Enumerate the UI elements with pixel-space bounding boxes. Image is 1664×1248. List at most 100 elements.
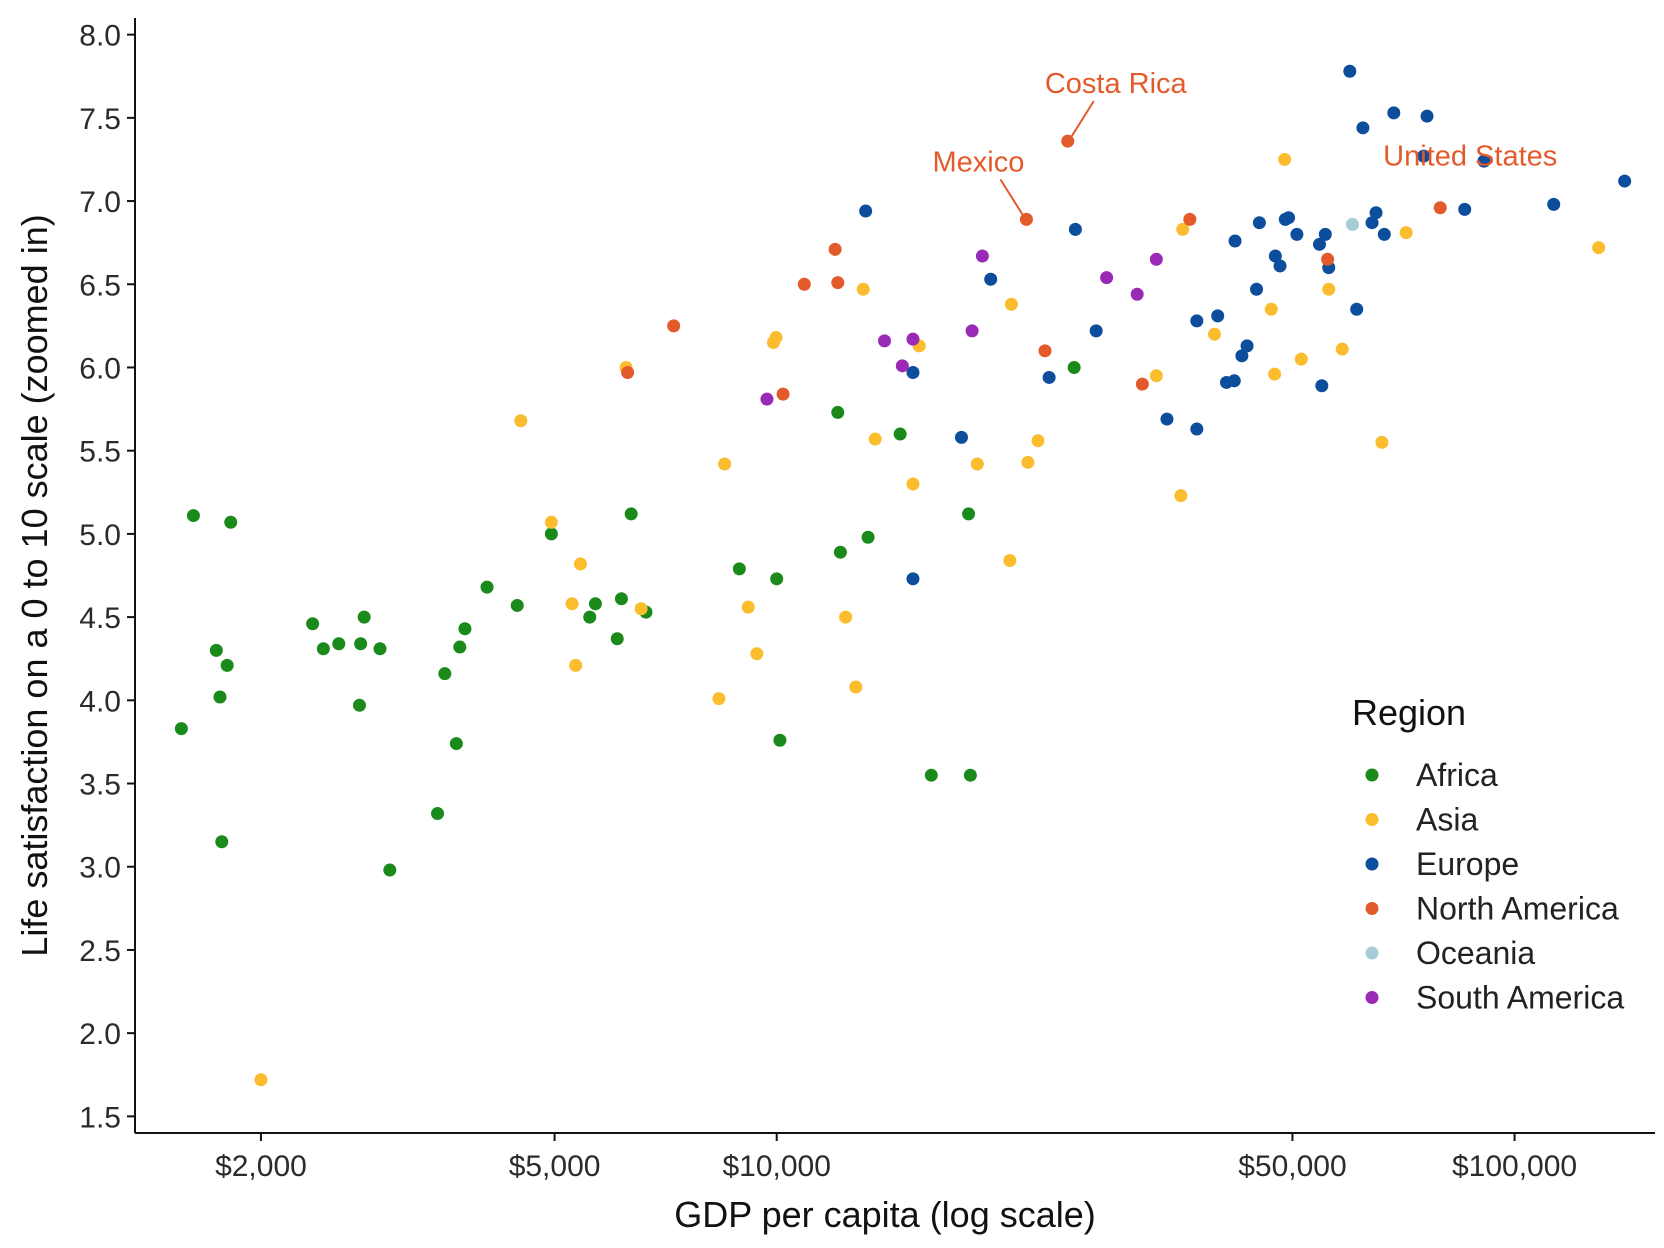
data-point xyxy=(839,610,853,624)
legend-swatch xyxy=(1365,902,1379,915)
data-point xyxy=(965,324,979,338)
data-point xyxy=(1282,211,1296,225)
data-point xyxy=(906,572,920,586)
data-point xyxy=(583,610,597,624)
data-point xyxy=(1149,252,1163,266)
data-point xyxy=(831,276,845,290)
data-point xyxy=(1350,302,1364,316)
data-point xyxy=(1228,234,1242,248)
data-point xyxy=(1420,109,1434,123)
x-tick-label: $100,000 xyxy=(1452,1150,1577,1183)
data-point xyxy=(354,637,368,651)
data-point xyxy=(1061,134,1075,148)
data-point xyxy=(1190,314,1204,328)
data-point xyxy=(431,806,445,820)
data-point xyxy=(614,592,628,606)
legend: Region Africa Asia Europe North America Ocean… xyxy=(1352,692,1624,1016)
y-tick-label: 7.5 xyxy=(79,103,121,136)
data-point xyxy=(1160,412,1174,426)
data-point xyxy=(1315,379,1329,393)
data-point xyxy=(773,733,787,747)
data-point xyxy=(1067,360,1081,374)
data-point xyxy=(1042,370,1056,384)
data-point xyxy=(1038,344,1052,358)
data-point xyxy=(954,430,968,444)
data-point xyxy=(544,515,558,529)
data-point xyxy=(332,637,346,651)
data-point xyxy=(741,600,755,614)
data-point xyxy=(514,414,528,428)
data-point xyxy=(1547,197,1561,211)
data-point xyxy=(1477,154,1491,168)
data-point xyxy=(1004,297,1018,311)
data-point xyxy=(924,768,938,782)
y-tick-label: 7.0 xyxy=(79,186,121,219)
data-point xyxy=(906,332,920,346)
data-point xyxy=(906,365,920,379)
data-point xyxy=(1211,309,1225,323)
data-point xyxy=(1335,342,1349,356)
data-point xyxy=(449,737,463,751)
legend-label: North America xyxy=(1416,891,1619,927)
legend-swatch xyxy=(1365,857,1379,871)
data-point xyxy=(1618,174,1632,188)
data-point xyxy=(1294,352,1308,366)
annotation-label: United States xyxy=(1383,141,1557,173)
y-tick-label: 3.5 xyxy=(79,769,121,802)
data-point xyxy=(438,667,452,681)
data-point xyxy=(209,643,223,657)
data-point xyxy=(1365,216,1379,230)
data-point xyxy=(220,658,234,672)
data-point xyxy=(1089,324,1103,338)
data-point xyxy=(1149,369,1163,383)
data-point xyxy=(859,204,873,218)
data-point xyxy=(373,642,387,656)
legend-label: Oceania xyxy=(1416,935,1535,971)
data-point xyxy=(1356,121,1370,135)
data-point xyxy=(868,432,882,446)
data-point xyxy=(1592,241,1606,255)
data-point xyxy=(383,863,397,877)
data-point xyxy=(634,602,648,616)
data-point xyxy=(770,572,784,586)
data-point xyxy=(213,690,227,704)
data-point xyxy=(895,359,909,373)
data-point xyxy=(906,477,920,491)
data-point xyxy=(1176,222,1190,236)
annotation-leader xyxy=(1070,100,1095,137)
data-point xyxy=(828,242,842,256)
data-point xyxy=(962,507,976,521)
legend-swatch xyxy=(1365,946,1379,960)
data-point xyxy=(1322,282,1336,296)
legend-label: South America xyxy=(1416,980,1624,1016)
data-point xyxy=(1387,106,1401,120)
data-point xyxy=(573,557,587,571)
data-point xyxy=(1433,201,1447,215)
data-point xyxy=(1252,216,1266,230)
data-point xyxy=(352,698,366,712)
data-point xyxy=(1321,252,1335,266)
data-point xyxy=(174,722,188,736)
data-point xyxy=(776,387,790,401)
data-point xyxy=(970,457,984,471)
data-point xyxy=(975,249,989,263)
data-point xyxy=(1369,206,1383,220)
data-point xyxy=(1003,554,1017,568)
data-point xyxy=(1264,302,1278,316)
y-tick-label: 4.5 xyxy=(79,602,121,635)
data-point xyxy=(712,692,726,706)
data-point xyxy=(1312,237,1326,251)
data-point xyxy=(1190,422,1204,436)
data-point xyxy=(1021,455,1035,469)
data-point xyxy=(1399,226,1413,240)
annotation-label: Costa Rica xyxy=(1045,68,1188,100)
data-point xyxy=(224,515,238,529)
data-point xyxy=(621,365,635,379)
data-point xyxy=(453,640,467,654)
data-point xyxy=(1019,212,1033,226)
y-tick-label: 5.5 xyxy=(79,436,121,469)
y-tick-label: 6.0 xyxy=(79,352,121,385)
data-point xyxy=(732,562,746,576)
